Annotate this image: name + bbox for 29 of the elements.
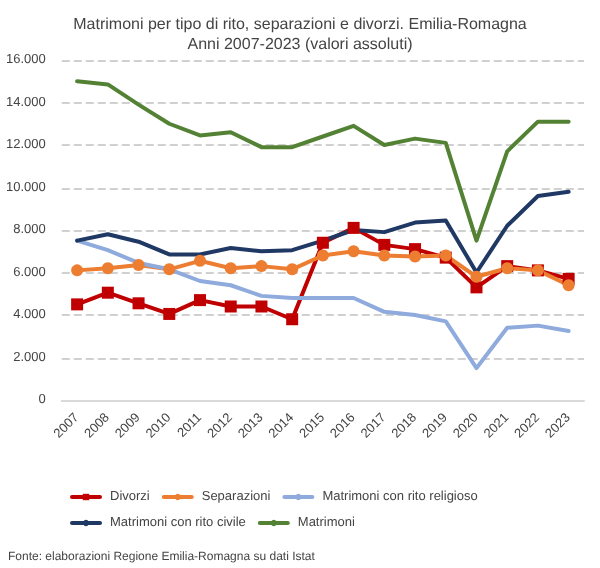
point bbox=[286, 263, 299, 276]
line-series bbox=[75, 79, 571, 243]
point bbox=[132, 259, 145, 272]
point bbox=[316, 249, 329, 262]
point bbox=[409, 250, 422, 263]
point bbox=[378, 238, 391, 251]
point bbox=[194, 294, 206, 307]
point bbox=[347, 221, 360, 234]
point bbox=[470, 281, 483, 294]
line-series bbox=[75, 238, 571, 371]
point bbox=[255, 260, 268, 273]
point bbox=[224, 300, 237, 313]
point bbox=[562, 279, 575, 292]
point bbox=[224, 262, 237, 275]
point bbox=[101, 262, 114, 275]
chart-title: Matrimoni per tipo di rito, separazioni e divorzi. Emilia-Romagna Anni 2007-2023 (valori assoluti) bbox=[73, 15, 528, 53]
point bbox=[101, 286, 114, 299]
point bbox=[316, 236, 329, 249]
point bbox=[71, 298, 84, 311]
point bbox=[71, 264, 84, 277]
point bbox=[286, 313, 299, 326]
point bbox=[132, 297, 145, 310]
point bbox=[378, 249, 391, 262]
point bbox=[470, 270, 483, 283]
point bbox=[163, 263, 176, 276]
point bbox=[163, 307, 176, 320]
point bbox=[255, 300, 268, 313]
point bbox=[347, 245, 360, 258]
point bbox=[194, 254, 206, 267]
